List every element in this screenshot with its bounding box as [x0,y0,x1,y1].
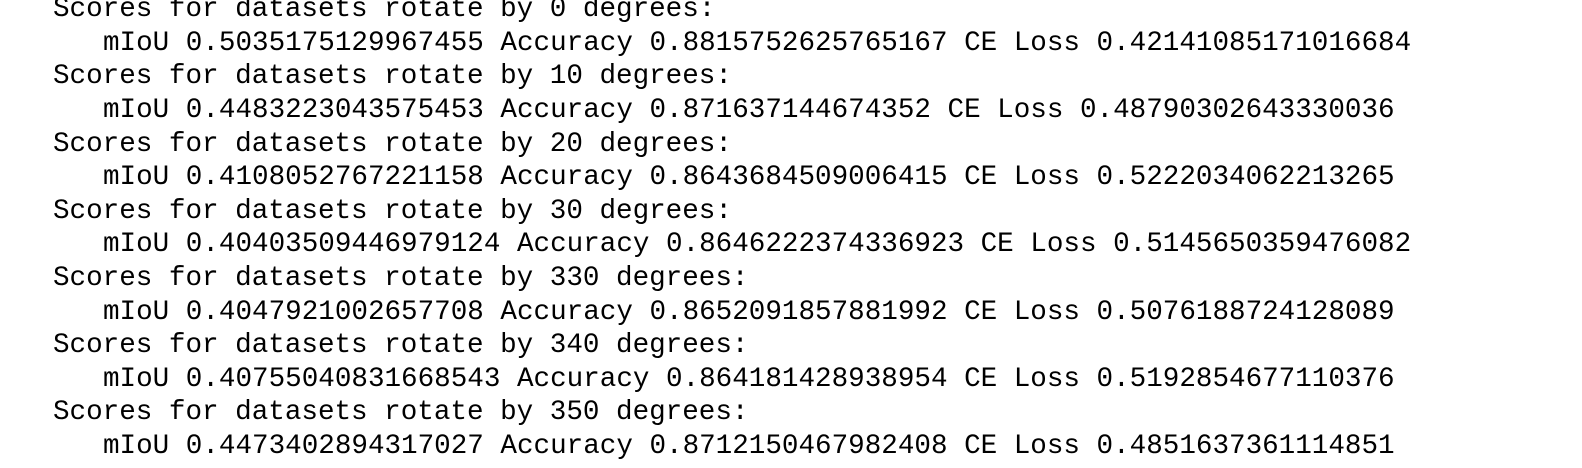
heading-line: Scores for datasets rotate by 30 degrees… [53,195,732,227]
result-line: mIoU 0.4047921002657708 Accuracy 0.86520… [103,296,1395,328]
result-line: mIoU 0.4473402894317027 Accuracy 0.87121… [103,431,1395,462]
heading-line: Scores for datasets rotate by 20 degrees… [53,128,732,160]
result-line: mIoU 0.4108052767221158 Accuracy 0.86436… [103,162,1395,194]
heading-line: Scores for datasets rotate by 340 degree… [53,330,749,362]
heading-line: Scores for datasets rotate by 10 degrees… [53,61,732,93]
heading-line: Scores for datasets rotate by 0 degrees: [53,0,716,26]
heading-line: Scores for datasets rotate by 330 degree… [53,263,749,294]
result-line: mIoU 0.40403509446979124 Accuracy 0.8646… [103,229,1412,261]
heading-line: Scores for datasets rotate by 350 degree… [53,397,749,429]
result-line: mIoU 0.5035175129967455 Accuracy 0.88157… [103,27,1412,59]
result-line: mIoU 0.40755040831668543 Accuracy 0.8641… [103,363,1395,395]
result-line: mIoU 0.4483223043575453 Accuracy 0.87163… [103,95,1395,126]
